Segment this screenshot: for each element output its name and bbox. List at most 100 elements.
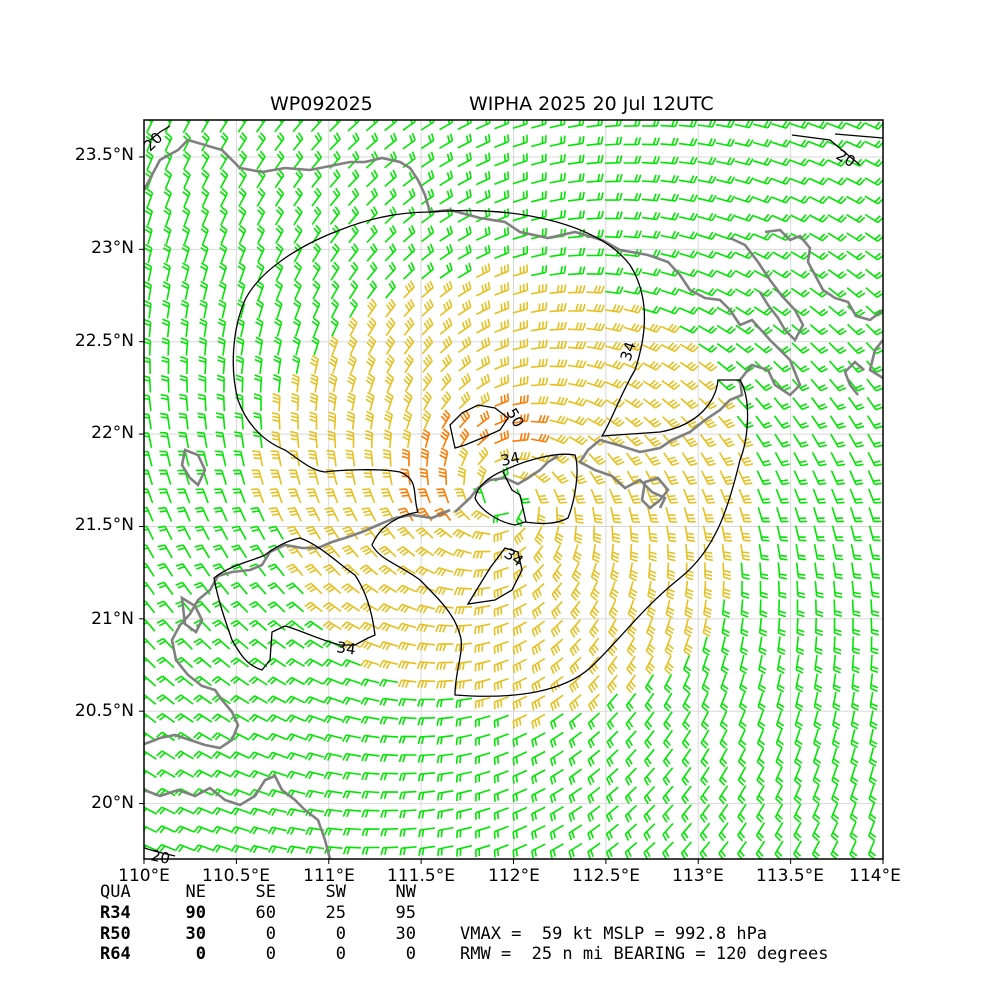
wind-barb: [530, 153, 547, 166]
wind-barb: [415, 565, 435, 576]
wind-barb-stroke: [810, 360, 828, 373]
wind-barb: [285, 639, 305, 649]
wind-barb: [586, 173, 604, 183]
wind-barb: [347, 132, 360, 151]
wind-barb: [572, 544, 582, 564]
wind-barb: [439, 170, 454, 187]
wind-barb: [700, 710, 710, 731]
wind-barb: [534, 525, 545, 546]
wind-barb: [679, 268, 699, 278]
wind-barb: [864, 232, 883, 242]
wind-barb-stroke: [366, 206, 378, 225]
wind-barb-stroke: [311, 187, 322, 207]
wind-barb-stroke: [396, 584, 417, 595]
wind-barb-stroke: [512, 825, 528, 840]
wind-barb: [215, 450, 227, 467]
wind-barb: [453, 568, 473, 577]
wind-barb-stroke: [360, 697, 380, 706]
wind-barb-stroke: [162, 299, 171, 319]
wind-barb-stroke: [256, 243, 265, 263]
wind-barb-stroke: [795, 562, 806, 580]
wind-barb-stroke: [254, 336, 264, 356]
wind-barb-stroke: [737, 785, 747, 805]
wind-barb-stroke: [474, 623, 491, 635]
wind-barb-stroke: [771, 139, 791, 148]
wind-barb: [550, 453, 570, 464]
wind-barb-stroke: [642, 323, 662, 333]
wind-barb-stroke: [833, 599, 843, 617]
wind-barb-stroke: [645, 636, 656, 657]
wind-barb: [285, 601, 305, 613]
wind-barb-stroke: [590, 488, 605, 504]
wind-barb-stroke: [197, 412, 208, 430]
wind-barb: [348, 261, 359, 281]
wind-barb-stroke: [323, 752, 343, 761]
wind-barb-stroke: [493, 548, 509, 562]
wind-barb-stroke: [644, 692, 655, 712]
wind-barb: [756, 747, 765, 768]
wind-barb: [174, 675, 194, 687]
wind-barb: [328, 354, 338, 374]
wind-barb-stroke: [721, 544, 732, 561]
wind-barb-stroke: [285, 620, 305, 631]
wind-barb-stroke: [144, 469, 154, 485]
wind-barb: [218, 299, 227, 319]
wind-barb-stroke: [757, 488, 771, 504]
wind-barb-stroke: [493, 677, 509, 691]
wind-barb: [178, 431, 190, 449]
wind-barb: [531, 732, 546, 748]
wind-barb-stroke: [234, 412, 244, 430]
wind-barb: [268, 506, 284, 522]
wind-barb: [416, 623, 436, 633]
wind-barb: [458, 391, 471, 410]
wind-barb: [606, 730, 619, 749]
wind-barb-stroke: [493, 733, 509, 747]
wind-barb: [832, 710, 841, 730]
wind-barb: [457, 281, 472, 298]
wind-barb: [608, 470, 624, 485]
wind-barb-stroke: [549, 172, 566, 184]
wind-barb: [292, 120, 304, 133]
wind-barb: [771, 213, 792, 223]
wind-barb: [380, 772, 399, 781]
wind-barb-stroke: [418, 827, 436, 838]
wind-barb-stroke: [683, 507, 696, 523]
wind-barb-stroke: [868, 525, 881, 542]
wind-barb-stroke: [195, 506, 210, 522]
wind-barb: [384, 225, 397, 243]
wind-barb: [684, 525, 696, 542]
wind-barb: [775, 710, 785, 730]
wind-barb: [530, 433, 550, 443]
wind-barb-stroke: [311, 317, 320, 337]
wind-barb: [572, 488, 586, 504]
wind-barb: [398, 735, 417, 744]
wind-barb: [680, 415, 699, 429]
wind-barb: [629, 562, 638, 582]
wind-barb-stroke: [610, 506, 622, 524]
wind-barb: [757, 488, 771, 504]
wind-barb: [403, 372, 414, 392]
wind-barb: [230, 638, 249, 650]
wind-barb: [664, 488, 678, 504]
wind-barb: [512, 264, 528, 277]
wind-barb-stroke: [642, 211, 661, 221]
wind-barb: [435, 661, 454, 670]
wind-barb: [827, 214, 847, 223]
wind-barb-stroke: [144, 825, 158, 834]
wind-barb-stroke: [809, 214, 829, 223]
wind-barb: [868, 507, 882, 523]
wind-barb-stroke: [771, 213, 792, 223]
wind-barb: [831, 488, 845, 504]
wind-barb: [271, 412, 281, 430]
wind-barb: [685, 562, 694, 581]
wind-barb: [197, 412, 208, 430]
wind-barb: [512, 245, 528, 259]
wind-barb-stroke: [251, 469, 264, 485]
wind-barb: [702, 525, 714, 542]
wind-barb: [757, 710, 766, 730]
wind-barb: [850, 747, 859, 767]
wind-barb: [868, 821, 877, 842]
wind-barb-stroke: [587, 823, 601, 841]
wind-barb-stroke: [530, 321, 548, 332]
wind-barb: [512, 283, 528, 296]
